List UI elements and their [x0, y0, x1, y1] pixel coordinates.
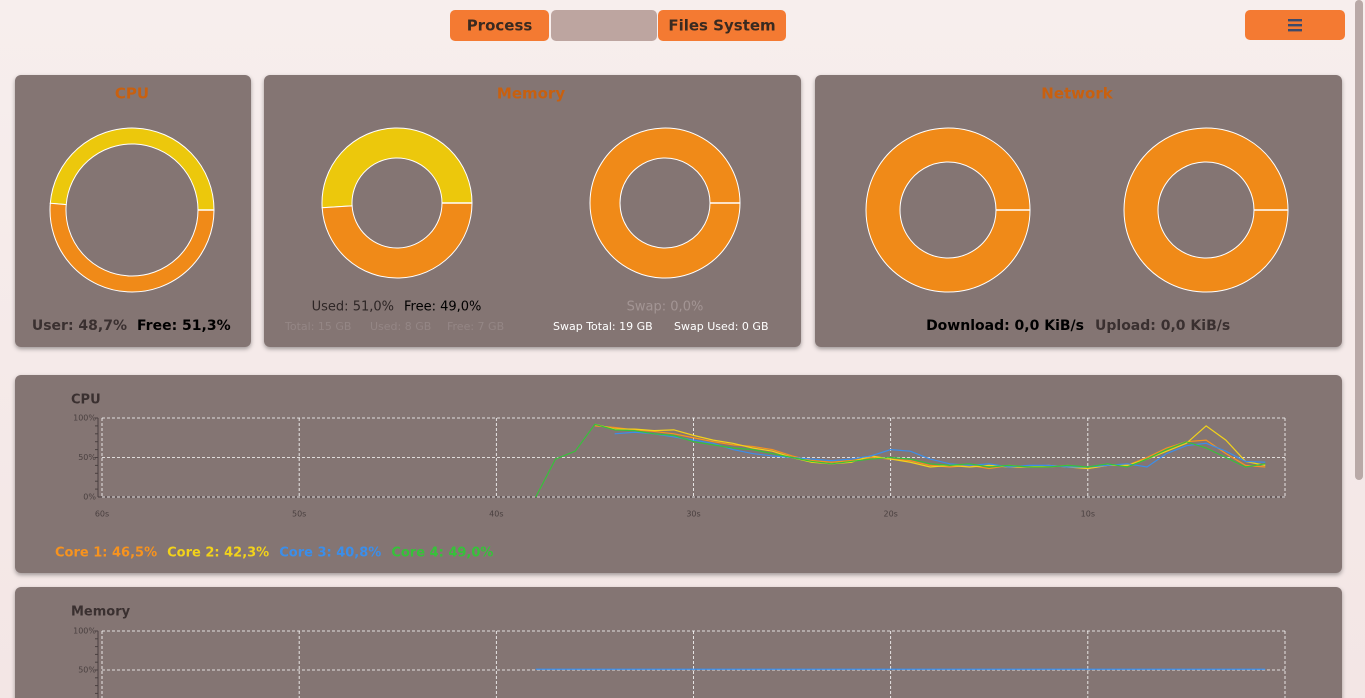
donut-rest [589, 127, 741, 279]
y-tick-label: 50% [78, 453, 96, 462]
mem-free: Free: 49,0% [404, 300, 481, 315]
x-tick-label: 60s [95, 510, 109, 519]
y-tick-label: 100% [73, 627, 96, 636]
tab-files[interactable] [658, 10, 786, 41]
tab-label: Process [467, 17, 533, 35]
mem-used: Used: 51,0% [312, 300, 394, 315]
legend-entry: Core 3: 40,8% [279, 546, 381, 561]
swap-detail: Swap Used: 0 GB [674, 320, 769, 333]
legend-entry: Core 2: 42,3% [167, 546, 269, 561]
series-line [594, 425, 1266, 470]
tab-active[interactable] [551, 10, 657, 41]
chart-title: Memory [71, 605, 131, 620]
mem-detail: Total: 15 GB [284, 320, 351, 333]
x-tick-label: 30s [686, 510, 700, 519]
swap-percent: Swap: 0,0% [627, 300, 704, 315]
chart-title: CPU [71, 393, 101, 408]
mem-detail: Used: 8 GB [370, 320, 431, 333]
donut-rest [1123, 127, 1289, 293]
tab-label: Files System [668, 17, 775, 35]
donut-segment [321, 202, 473, 279]
net-upload: Upload: 0,0 KiB/s [1095, 318, 1230, 334]
mem-detail: Free: 7 GB [447, 320, 504, 333]
card-title: Network [1041, 85, 1113, 103]
x-tick-label: 10s [1081, 510, 1095, 519]
net-download: Download: 0,0 KiB/s [926, 318, 1084, 334]
x-tick-label: 40s [489, 510, 503, 519]
legend-entry: Core 4: 49,0% [391, 546, 493, 561]
memory-chart: 100% 50% [73, 627, 1286, 698]
donut-rest [865, 127, 1031, 293]
tab-process[interactable] [450, 10, 549, 41]
x-tick-label: 50s [292, 510, 306, 519]
card-title: Memory [497, 85, 565, 103]
series-line [535, 423, 1266, 498]
y-tick-label: 100% [73, 414, 96, 423]
y-tick-label: 50% [78, 666, 96, 675]
y-tick-label: 0% [83, 493, 96, 502]
cpu-free: Free: 51,3% [137, 318, 231, 334]
scrollbar[interactable] [1355, 0, 1363, 480]
cpu-user: User: 48,7% [32, 318, 127, 334]
legend-entry: Core 1: 46,5% [55, 546, 157, 561]
donut-segment [321, 127, 473, 209]
swap-detail: Swap Total: 19 GB [553, 320, 653, 333]
card-title: CPU [115, 85, 149, 103]
x-tick-label: 20s [883, 510, 897, 519]
menu-icon [1288, 19, 1302, 32]
